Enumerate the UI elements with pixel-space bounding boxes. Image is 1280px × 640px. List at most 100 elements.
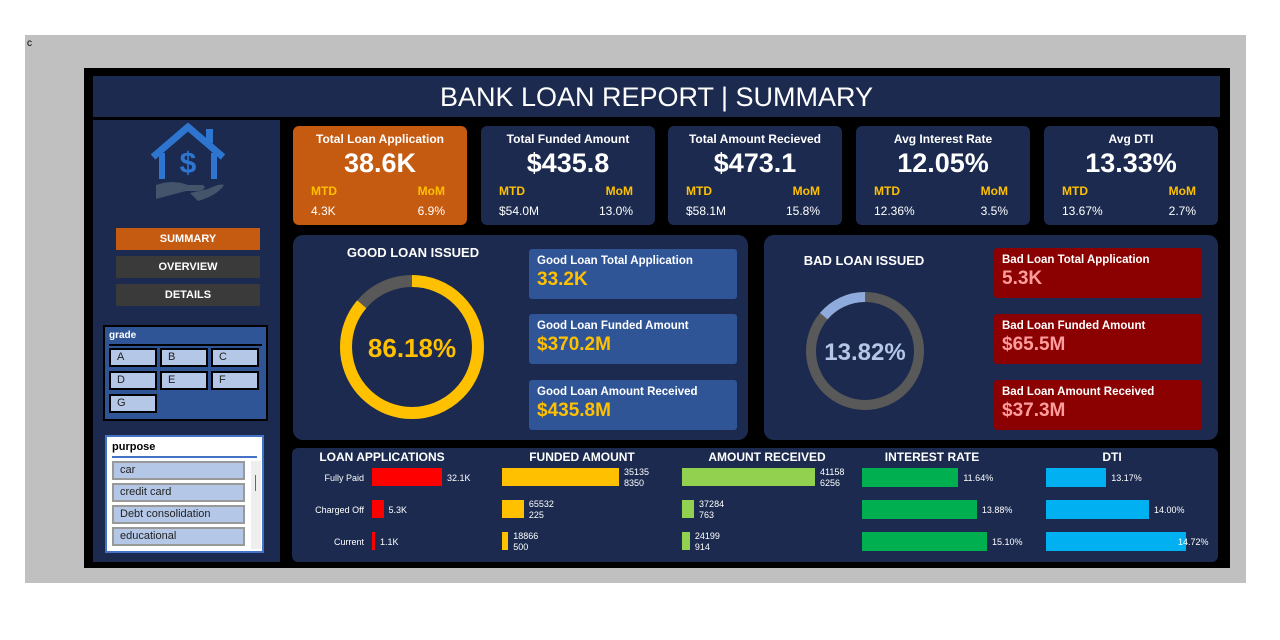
good-loan-metric: Good Loan Funded Amount $370.2M xyxy=(529,314,737,364)
bar-fully-paid xyxy=(862,468,959,487)
purpose-slicer-title: purpose xyxy=(112,441,257,458)
category-label: Current xyxy=(333,537,364,547)
data-label: 500 xyxy=(513,542,529,552)
bar-current xyxy=(1046,532,1186,551)
kpi-mtd-label: MTD xyxy=(1062,184,1088,198)
bad-metric-label: Bad Loan Funded Amount xyxy=(1002,320,1146,332)
kpi-mtd-label: MTD xyxy=(311,184,337,198)
cell-text: c xyxy=(27,38,32,49)
page-title: BANK LOAN REPORT | SUMMARY xyxy=(93,76,1220,117)
good-percent: 86.18% xyxy=(368,333,456,363)
nav-button-details[interactable]: DETAILS xyxy=(116,284,260,306)
kpi-card: Total Loan Application 38.6K MTD MoM 4.3K 6.9… xyxy=(293,126,467,225)
purpose-slicer: purpose car credit card Debt consolidation… xyxy=(105,435,264,553)
data-label: 225 xyxy=(528,510,544,520)
good-loan-donut: 86.18% xyxy=(340,275,484,419)
nav-button-overview[interactable]: OVERVIEW xyxy=(116,256,260,278)
grade-option-b[interactable]: B xyxy=(160,348,208,367)
kpi-mtd-value: 13.67% xyxy=(1062,204,1103,218)
kpi-value: $435.8 xyxy=(526,148,610,178)
purpose-scrollbar[interactable] xyxy=(251,461,261,549)
bar-charged-off xyxy=(502,500,524,518)
kpi-mtd-value: $54.0M xyxy=(499,204,540,218)
bar-fully-paid xyxy=(1046,468,1107,487)
grade-option-d[interactable]: D xyxy=(109,371,157,390)
bar-current xyxy=(682,532,690,550)
kpi-mom-label: MoM xyxy=(605,184,633,198)
data-label: 13.17% xyxy=(1111,473,1142,483)
data-label: 18866 xyxy=(513,531,539,541)
kpi-mom-label: MoM xyxy=(1168,184,1196,198)
data-label: 15.10% xyxy=(992,537,1023,547)
house-dollar-logo-icon: $ xyxy=(150,123,226,201)
category-label: Fully Paid xyxy=(324,473,364,483)
data-label: 763 xyxy=(699,510,715,520)
kpi-mtd-label: MTD xyxy=(499,184,525,198)
bar-charged-off xyxy=(682,500,695,518)
good-donut-arc xyxy=(340,275,484,419)
kpi-mom-value: 2.7% xyxy=(1168,204,1196,218)
kpi-mtd-value: $58.1M xyxy=(686,204,727,218)
kpi-mtd-label: MTD xyxy=(686,184,712,198)
grade-option-e[interactable]: E xyxy=(160,371,208,390)
purpose-option[interactable]: Debt consolidation xyxy=(112,505,245,524)
data-label: 24199 xyxy=(694,531,720,541)
good-metric-value: 33.2K xyxy=(537,269,588,290)
kpi-title: Total Amount Recieved xyxy=(688,132,822,146)
purpose-option[interactable]: credit card xyxy=(112,483,245,502)
nav-button-summary[interactable]: SUMMARY xyxy=(116,228,260,250)
bad-loan-metric: Bad Loan Funded Amount $65.5M xyxy=(994,314,1202,364)
kpi-mtd-value: 12.36% xyxy=(874,204,915,218)
chart-title: INTEREST RATE xyxy=(884,450,980,464)
grade-option-c[interactable]: C xyxy=(211,348,259,367)
data-label: 1.1K xyxy=(380,537,399,547)
data-label: 8350 xyxy=(624,478,645,488)
grade-option-g[interactable]: G xyxy=(109,394,157,413)
data-label: 14.00% xyxy=(1153,505,1185,515)
grade-option-f[interactable]: F xyxy=(211,371,259,390)
good-metric-label: Good Loan Amount Received xyxy=(537,386,698,398)
kpi-title: Avg DTI xyxy=(1108,132,1154,146)
good-loan-title: GOOD LOAN ISSUED xyxy=(346,245,480,260)
bad-loan-metric: Bad Loan Total Application 5.3K xyxy=(994,248,1202,298)
bar-charged-off xyxy=(1046,500,1149,519)
kpi-value: $473.1 xyxy=(713,148,797,178)
chart-title: FUNDED AMOUNT xyxy=(529,450,635,464)
kpi-mom-label: MoM xyxy=(980,184,1008,198)
grade-option-a[interactable]: A xyxy=(109,348,157,367)
kpi-mom-value: 6.9% xyxy=(417,204,445,218)
kpi-card: Avg DTI 13.33% MTD MoM 13.67% 2.7% xyxy=(1044,126,1218,225)
kpi-card: Total Funded Amount $435.8 MTD MoM $54.0M 13.… xyxy=(481,126,655,225)
chart-title: LOAN APPLICATIONS xyxy=(319,450,445,464)
data-label: 11.64% xyxy=(963,473,994,483)
bar-charged-off xyxy=(372,500,384,518)
good-metric-value: $370.2M xyxy=(537,334,611,355)
kpi-mom-label: MoM xyxy=(417,184,445,198)
data-label: 32.1K xyxy=(447,473,471,483)
grade-slicer-title: grade xyxy=(109,330,262,346)
good-metric-label: Good Loan Total Application xyxy=(537,255,693,267)
kpi-value: 38.6K xyxy=(343,148,417,178)
category-label: Charged Off xyxy=(315,505,364,515)
kpi-title: Total Loan Application xyxy=(316,132,444,146)
good-loan-metric: Good Loan Amount Received $435.8M xyxy=(529,380,737,430)
data-label: 41158 xyxy=(820,467,845,477)
bad-donut-arc xyxy=(806,292,924,410)
data-label: 35135 xyxy=(624,467,650,477)
bad-percent: 13.82% xyxy=(824,339,905,366)
bad-loan-title: BAD LOAN ISSUED xyxy=(803,253,925,268)
purpose-option[interactable]: car xyxy=(112,461,245,480)
kpi-mtd-label: MTD xyxy=(874,184,900,198)
bad-loan-metric: Bad Loan Amount Received $37.3M xyxy=(994,380,1202,430)
bad-metric-value: $65.5M xyxy=(1002,334,1066,355)
good-metric-label: Good Loan Funded Amount xyxy=(537,320,689,332)
purpose-option[interactable]: educational xyxy=(112,527,245,546)
kpi-title: Total Funded Amount xyxy=(506,132,630,146)
good-metric-value: $435.8M xyxy=(537,400,611,421)
kpi-title: Avg Interest Rate xyxy=(893,132,993,146)
bad-metric-value: $37.3M xyxy=(1002,400,1066,421)
kpi-value: 13.33% xyxy=(1085,148,1177,178)
kpi-mom-label: MoM xyxy=(792,184,820,198)
